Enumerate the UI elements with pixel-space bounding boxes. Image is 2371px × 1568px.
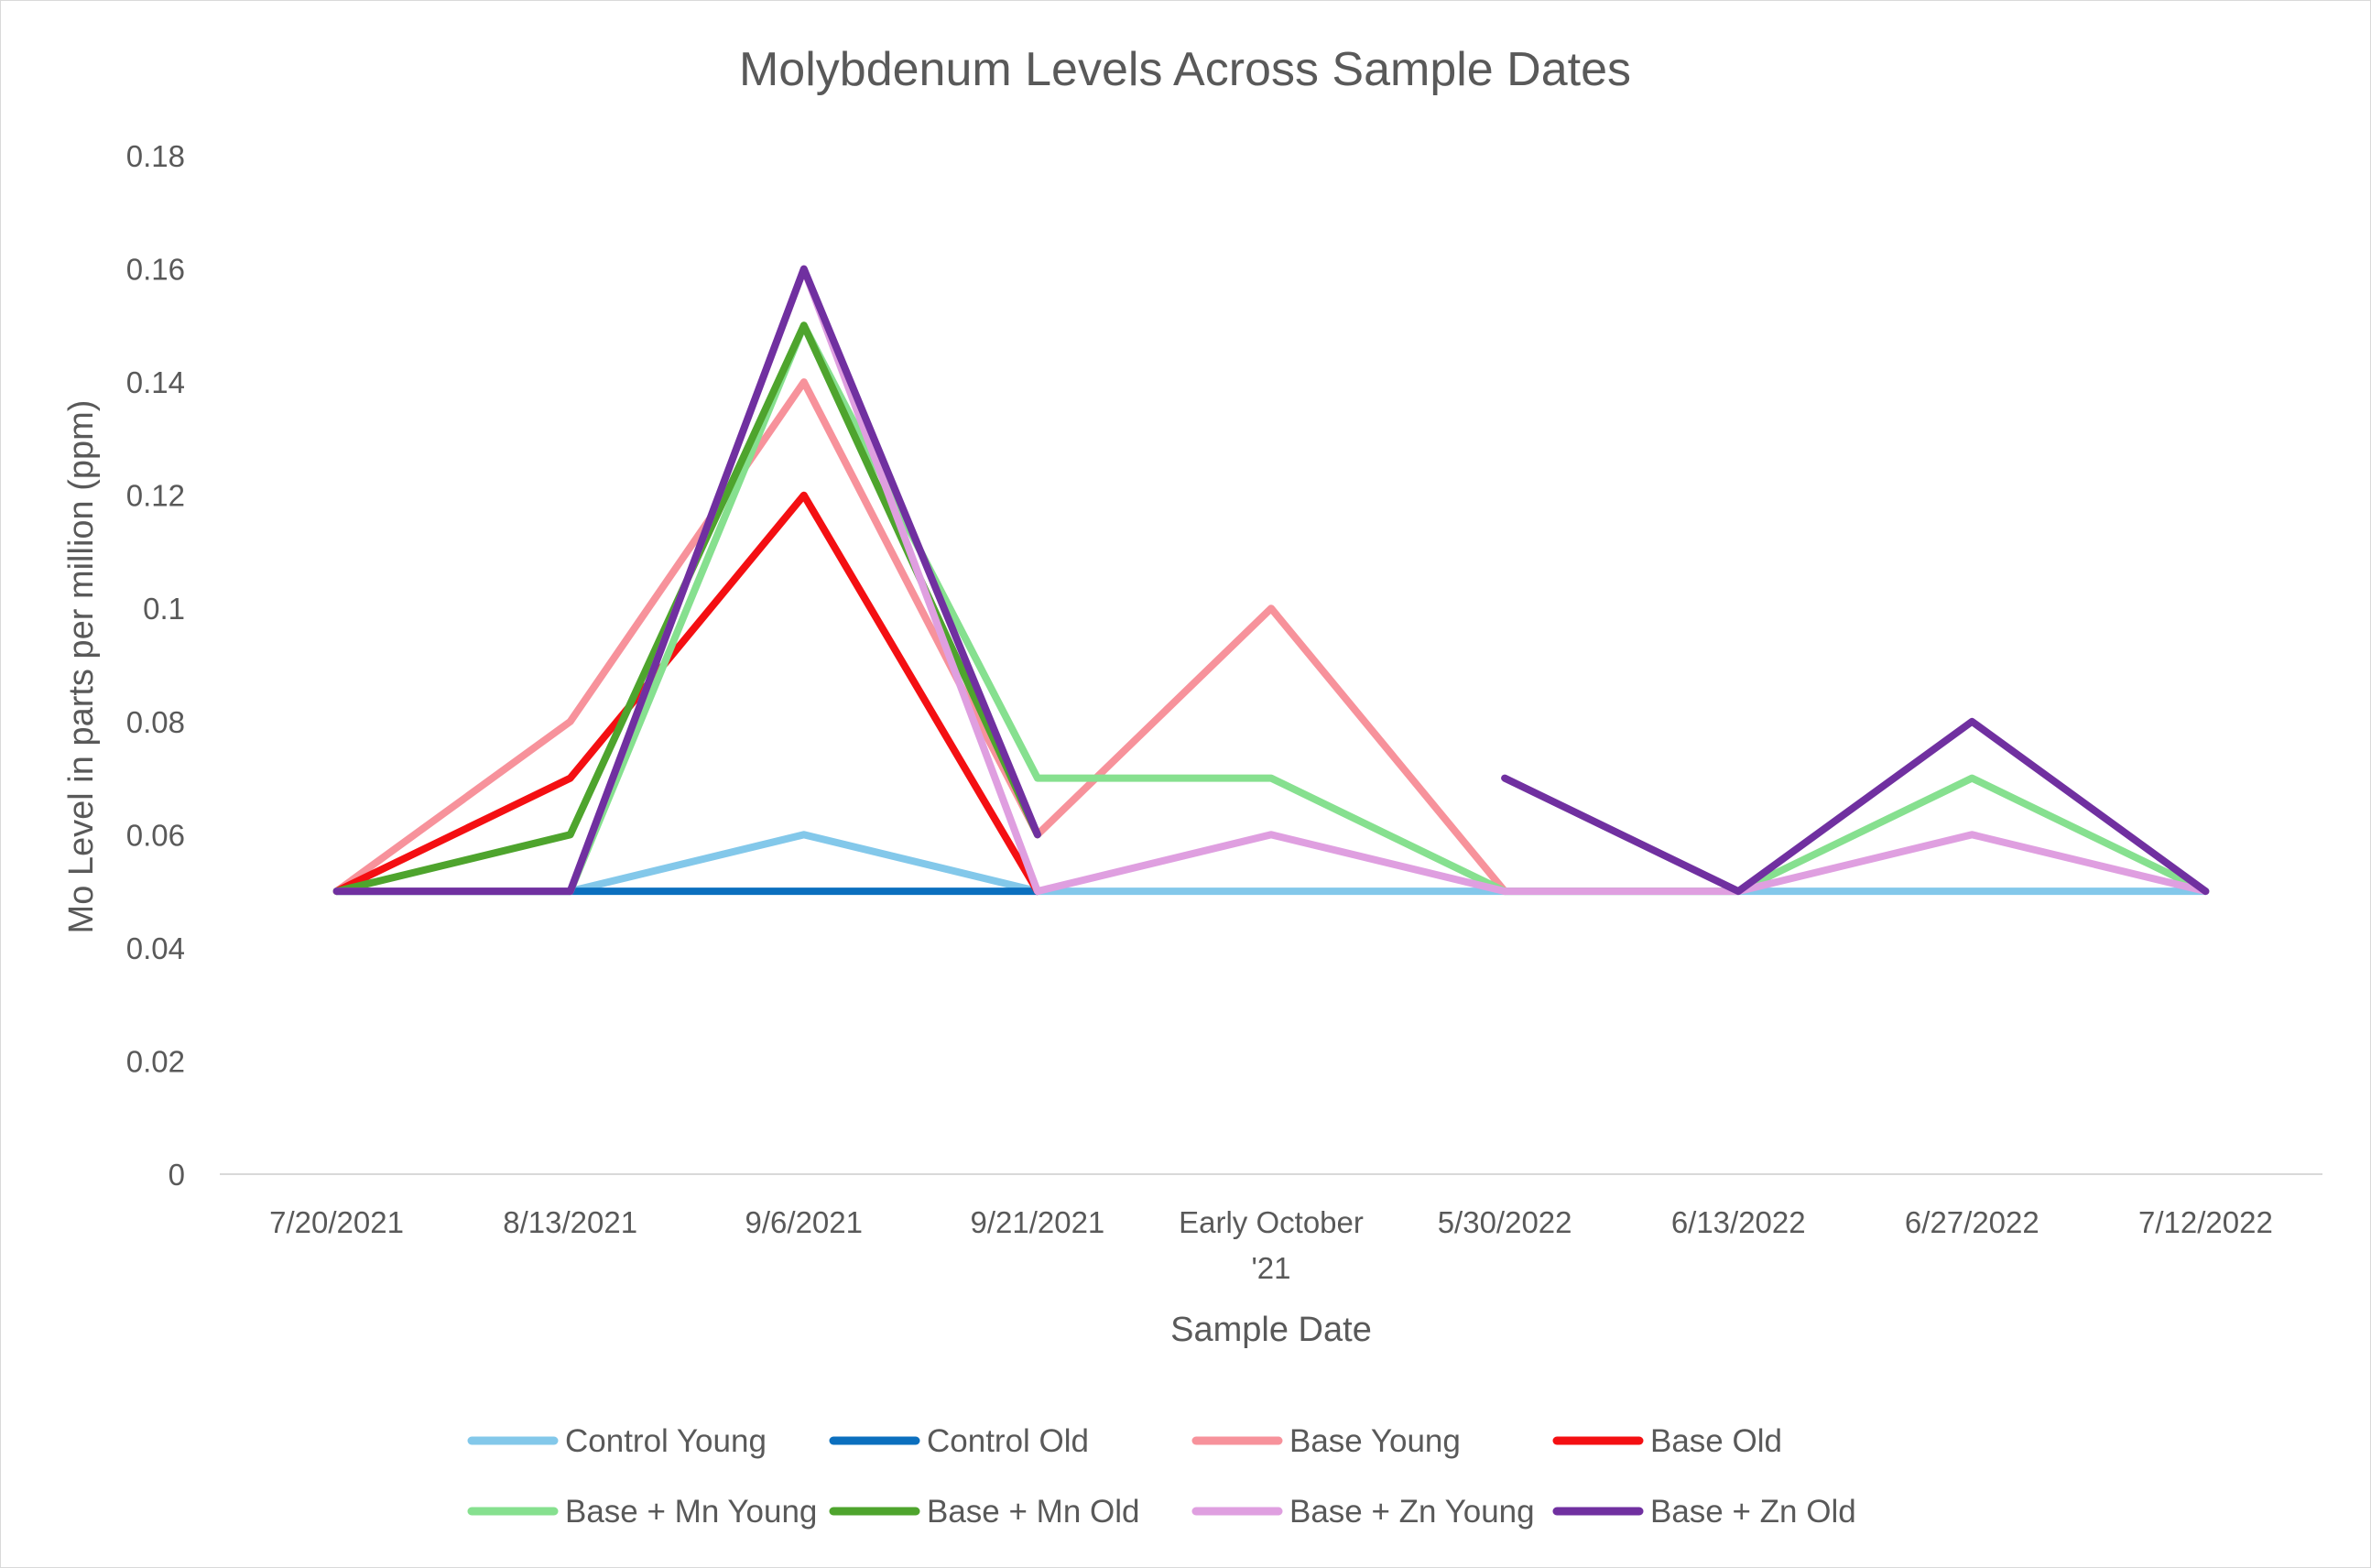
- y-tick-label: 0.14: [126, 365, 185, 399]
- legend-label: Base + Zn Young: [1289, 1494, 1535, 1530]
- x-tick-label: 6/27/2022: [1905, 1205, 2039, 1239]
- y-tick-label: 0.18: [126, 139, 185, 173]
- legend-label: Control Old: [927, 1423, 1089, 1459]
- x-tick-label: Early October '21: [1179, 1205, 1364, 1285]
- y-axis-title: Mo Level in parts per million (ppm): [62, 400, 101, 934]
- x-tick-label: 8/13/2021: [503, 1205, 637, 1239]
- series-line: [332, 831, 2210, 896]
- legend-label: Base + Mn Young: [565, 1494, 817, 1530]
- legend-label: Control Young: [565, 1423, 767, 1459]
- y-tick-label: 0.06: [126, 818, 185, 852]
- x-axis-title: Sample Date: [1170, 1311, 1372, 1349]
- legend-label: Base + Zn Old: [1650, 1494, 1856, 1530]
- series-line: [332, 321, 2210, 896]
- x-tick-label: 5/30/2022: [1438, 1205, 1572, 1239]
- x-tick-label: 9/6/2021: [745, 1205, 863, 1239]
- y-tick-label: 0.1: [143, 592, 185, 626]
- legend: Control Young Control Old Base Young Base O…: [467, 1423, 1856, 1530]
- series-line: [332, 491, 1041, 896]
- y-tick-label: 0.02: [126, 1044, 185, 1078]
- y-tick-label: 0: [169, 1158, 185, 1192]
- chart-title: Molybdenum Levels Across Sample Dates: [739, 43, 1631, 96]
- series-lines: [332, 265, 2210, 896]
- y-tick-label: 0.16: [126, 253, 185, 287]
- x-axis-ticks: 7/20/2021 8/13/2021 9/6/2021 9/21/2021 Early…: [269, 1205, 2273, 1285]
- series-line: [332, 265, 2210, 896]
- legend-label: Base Old: [1650, 1423, 1782, 1459]
- x-tick-label: 7/20/2021: [269, 1205, 404, 1239]
- y-axis-ticks: 0 0.02 0.04 0.06 0.08 0.1 0.12 0.14 0.16 0.18: [126, 139, 185, 1192]
- y-tick-label: 0.12: [126, 479, 185, 513]
- series-line: [332, 378, 1509, 896]
- y-tick-label: 0.08: [126, 705, 185, 739]
- y-tick-label: 0.04: [126, 931, 185, 965]
- x-tick-label: 9/21/2021: [970, 1205, 1104, 1239]
- x-tick-label: 7/12/2022: [2138, 1205, 2273, 1239]
- legend-label: Base Young: [1289, 1423, 1461, 1459]
- legend-label: Base + Mn Old: [927, 1494, 1139, 1530]
- x-tick-label: 6/13/2022: [1671, 1205, 1806, 1239]
